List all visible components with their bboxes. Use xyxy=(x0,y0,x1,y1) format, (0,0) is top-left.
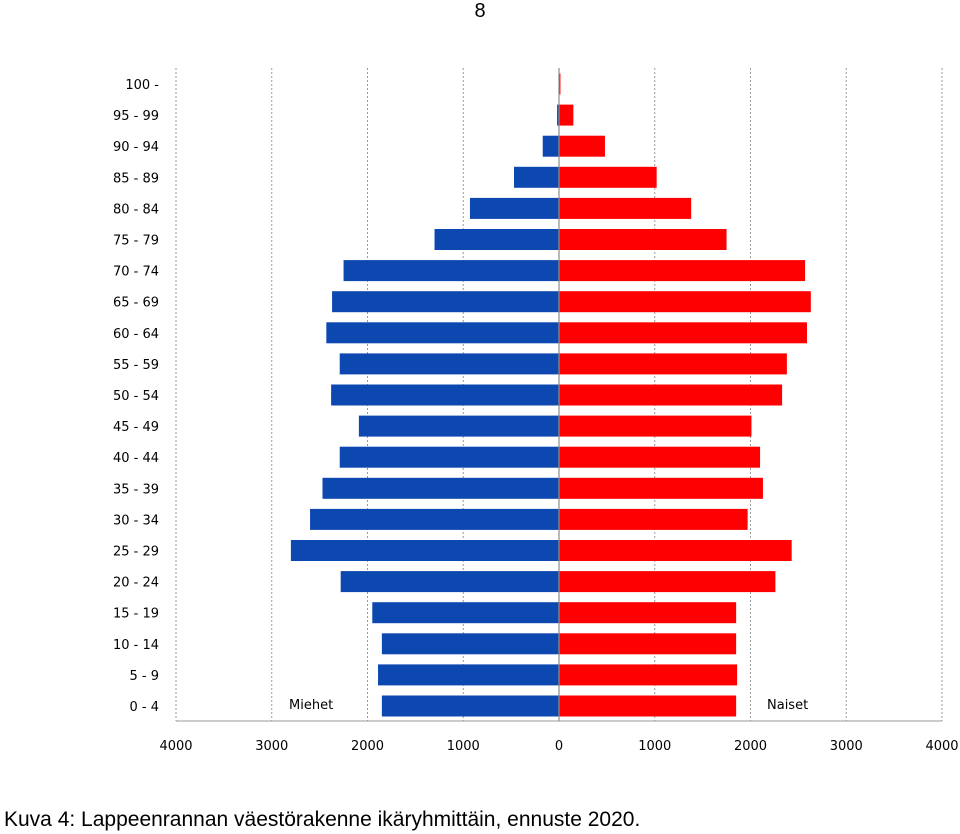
bar-men xyxy=(343,260,559,282)
category-label: 30 - 34 xyxy=(113,513,159,528)
category-labels: 100 - 95 - 99 90 - 94 85 - 89 80 - 84 75 - 79… xyxy=(113,78,159,715)
bars xyxy=(290,68,811,721)
bar-women xyxy=(559,477,763,499)
x-tick-label: 4000 xyxy=(159,739,192,754)
category-label: 35 - 39 xyxy=(113,482,159,497)
bar-men xyxy=(310,508,559,530)
bar-men xyxy=(358,415,559,437)
bar-women xyxy=(559,353,787,375)
bar-men xyxy=(542,135,559,157)
x-tick-label: 3000 xyxy=(255,739,288,754)
bar-women xyxy=(559,384,783,406)
category-label: 50 - 54 xyxy=(113,389,159,404)
series-label-men: Miehet xyxy=(289,698,333,713)
category-label: 45 - 49 xyxy=(113,420,159,435)
bar-women xyxy=(559,73,561,95)
bar-women xyxy=(559,229,727,250)
category-label: 25 - 29 xyxy=(113,545,159,560)
x-tick-label: 3000 xyxy=(830,739,863,754)
bar-men xyxy=(372,602,559,624)
bar-women xyxy=(559,571,776,593)
x-tick-label: 0 xyxy=(555,739,563,754)
bar-men xyxy=(322,477,559,499)
bar-men xyxy=(340,571,559,593)
bar-women xyxy=(559,166,657,188)
category-label: 5 - 9 xyxy=(130,669,160,684)
bar-men xyxy=(339,446,559,468)
x-tick-labels: 4000 3000 2000 1000 0 1000 2000 3000 4000 xyxy=(159,739,958,754)
bar-men xyxy=(381,633,559,655)
bar-women xyxy=(559,540,792,561)
bar-men xyxy=(434,229,559,250)
bar-men xyxy=(331,384,559,406)
bar-women xyxy=(559,291,811,313)
page-number: 8 xyxy=(474,0,486,22)
bar-men xyxy=(326,322,559,344)
category-label: 60 - 64 xyxy=(113,327,159,342)
bar-women xyxy=(559,104,574,126)
bar-men xyxy=(339,353,559,375)
bar-men xyxy=(381,695,559,717)
population-pyramid-chart: 100 - 95 - 99 90 - 94 85 - 89 80 - 84 75 - 79… xyxy=(113,68,959,754)
x-tick-label: 1000 xyxy=(638,739,671,754)
bar-women xyxy=(559,664,738,686)
category-label: 40 - 44 xyxy=(113,451,159,466)
category-label: 15 - 19 xyxy=(113,607,159,622)
category-label: 80 - 84 xyxy=(113,202,159,217)
bar-women xyxy=(559,602,737,624)
category-label: 0 - 4 xyxy=(130,700,160,715)
bar-men xyxy=(332,291,559,313)
bar-women xyxy=(559,260,806,282)
category-label: 95 - 99 xyxy=(113,109,159,124)
bar-women xyxy=(559,135,605,157)
bar-women xyxy=(559,446,761,468)
category-label: 10 - 14 xyxy=(113,638,159,653)
bar-women xyxy=(559,415,752,437)
bar-men xyxy=(513,166,559,188)
x-tick-label: 1000 xyxy=(447,739,480,754)
x-tick-label: 2000 xyxy=(734,739,767,754)
category-label: 55 - 59 xyxy=(113,358,159,373)
category-label: 75 - 79 xyxy=(113,234,159,249)
bar-women xyxy=(559,322,807,344)
x-tick-label: 4000 xyxy=(925,739,958,754)
series-label-women: Naiset xyxy=(767,698,808,713)
bar-men xyxy=(469,197,559,219)
bar-women xyxy=(559,508,748,530)
bar-women xyxy=(559,633,737,655)
bar-men xyxy=(557,104,559,126)
bar-men xyxy=(378,664,559,686)
category-label: 100 - xyxy=(125,78,159,93)
category-label: 65 - 69 xyxy=(113,296,159,311)
category-label: 20 - 24 xyxy=(113,576,159,591)
x-tick-label: 2000 xyxy=(351,739,384,754)
category-label: 85 - 89 xyxy=(113,171,159,186)
category-label: 90 - 94 xyxy=(113,140,159,155)
bar-men xyxy=(290,540,559,561)
bar-women xyxy=(559,197,692,219)
category-label: 70 - 74 xyxy=(113,265,159,280)
figure-caption: Kuva 4: Lappeenrannan väestörakenne ikär… xyxy=(4,808,641,831)
bar-women xyxy=(559,695,737,717)
